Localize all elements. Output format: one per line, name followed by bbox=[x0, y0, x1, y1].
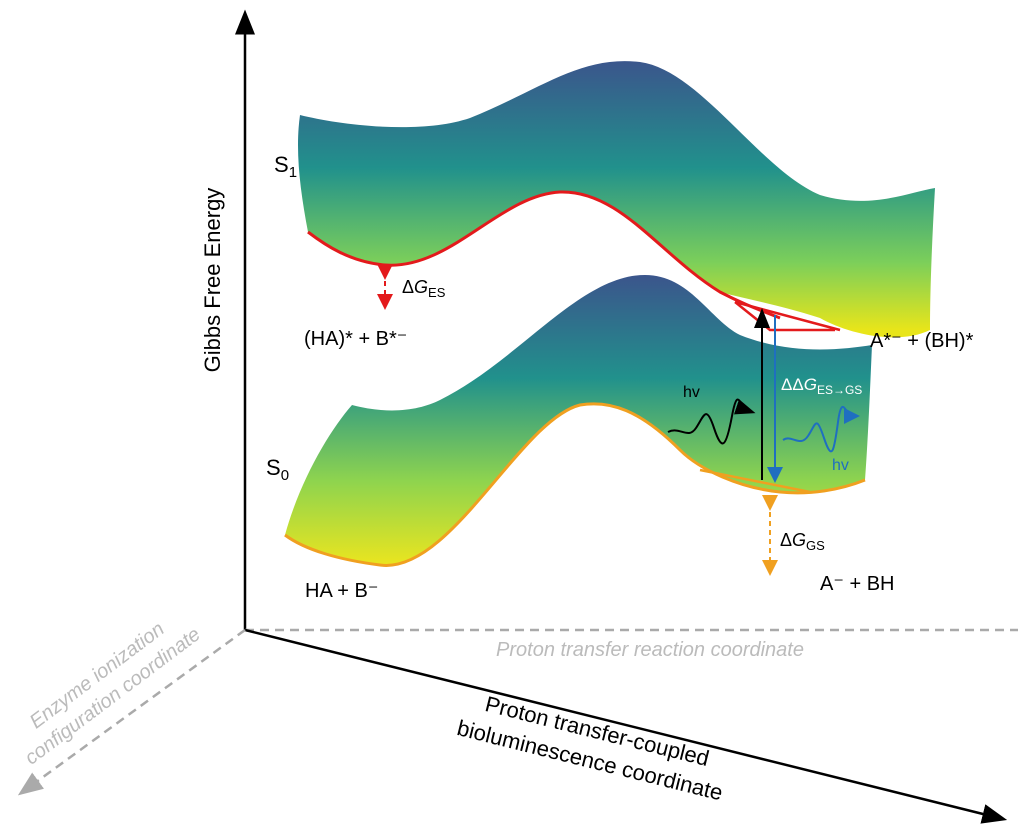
emitted-photon bbox=[782, 405, 860, 453]
symbol: G bbox=[792, 530, 806, 550]
delta: ΔΔ bbox=[781, 375, 804, 394]
s1-edge bbox=[307, 190, 781, 320]
gs-product: A⁻ + BH bbox=[820, 573, 894, 595]
es-reactant: (HA)* + B*⁻ bbox=[304, 328, 407, 350]
bioluminescence-axis-label: Proton transfer-coupledbioluminescence c… bbox=[455, 686, 733, 805]
energy-axis-label: Gibbs Free Energy bbox=[200, 188, 225, 373]
ionization-axis-label: Enzyme ionizationconfiguration coordinat… bbox=[5, 603, 204, 770]
reaction-axis-label: Proton transfer reaction coordinate bbox=[496, 639, 804, 661]
sub: ES bbox=[428, 285, 446, 300]
s0-surface bbox=[285, 275, 872, 566]
es-product: A*⁻ + (BH)* bbox=[870, 330, 974, 352]
delta: Δ bbox=[780, 530, 792, 550]
s0-valley bbox=[699, 468, 811, 494]
emitted-photon-label: hv bbox=[832, 457, 849, 474]
state-symbol: S bbox=[274, 152, 289, 177]
delta: Δ bbox=[402, 277, 414, 297]
s1-valley bbox=[734, 300, 841, 332]
s0-label: S0 bbox=[266, 455, 289, 484]
es-energy: ΔGES bbox=[402, 277, 446, 300]
absorbed-photon bbox=[667, 398, 756, 445]
gs-energy: ΔGGS bbox=[780, 530, 825, 553]
symbol: G bbox=[804, 375, 817, 394]
s1-surface bbox=[297, 61, 936, 338]
s0-edge bbox=[284, 402, 866, 567]
state-symbol: S bbox=[266, 455, 281, 480]
energy-difference: ΔΔGES→GS bbox=[781, 375, 862, 397]
symbol: G bbox=[414, 277, 428, 297]
s1-label: S1 bbox=[274, 152, 297, 181]
label-line: configuration coordinate bbox=[21, 623, 205, 769]
bioluminescence-axis bbox=[244, 628, 1008, 824]
sub: ES→GS bbox=[817, 383, 862, 397]
sub: GS bbox=[806, 538, 825, 553]
state-sub: 0 bbox=[281, 467, 289, 484]
gs-reactant: HA + B⁻ bbox=[305, 580, 378, 602]
state-sub: 1 bbox=[289, 164, 297, 181]
absorbed-photon-label: hv bbox=[683, 384, 700, 401]
